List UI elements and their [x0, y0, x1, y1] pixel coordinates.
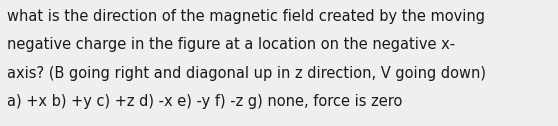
- Text: a) +x b) +y c) +z d) -x e) -y f) -z g) none, force is zero: a) +x b) +y c) +z d) -x e) -y f) -z g) n…: [7, 94, 402, 109]
- Text: negative charge in the figure at a location on the negative x-: negative charge in the figure at a locat…: [7, 37, 455, 52]
- Text: axis? (B going right and diagonal up in z direction, V going down): axis? (B going right and diagonal up in …: [7, 66, 485, 81]
- Text: what is the direction of the magnetic field created by the moving: what is the direction of the magnetic fi…: [7, 9, 485, 24]
